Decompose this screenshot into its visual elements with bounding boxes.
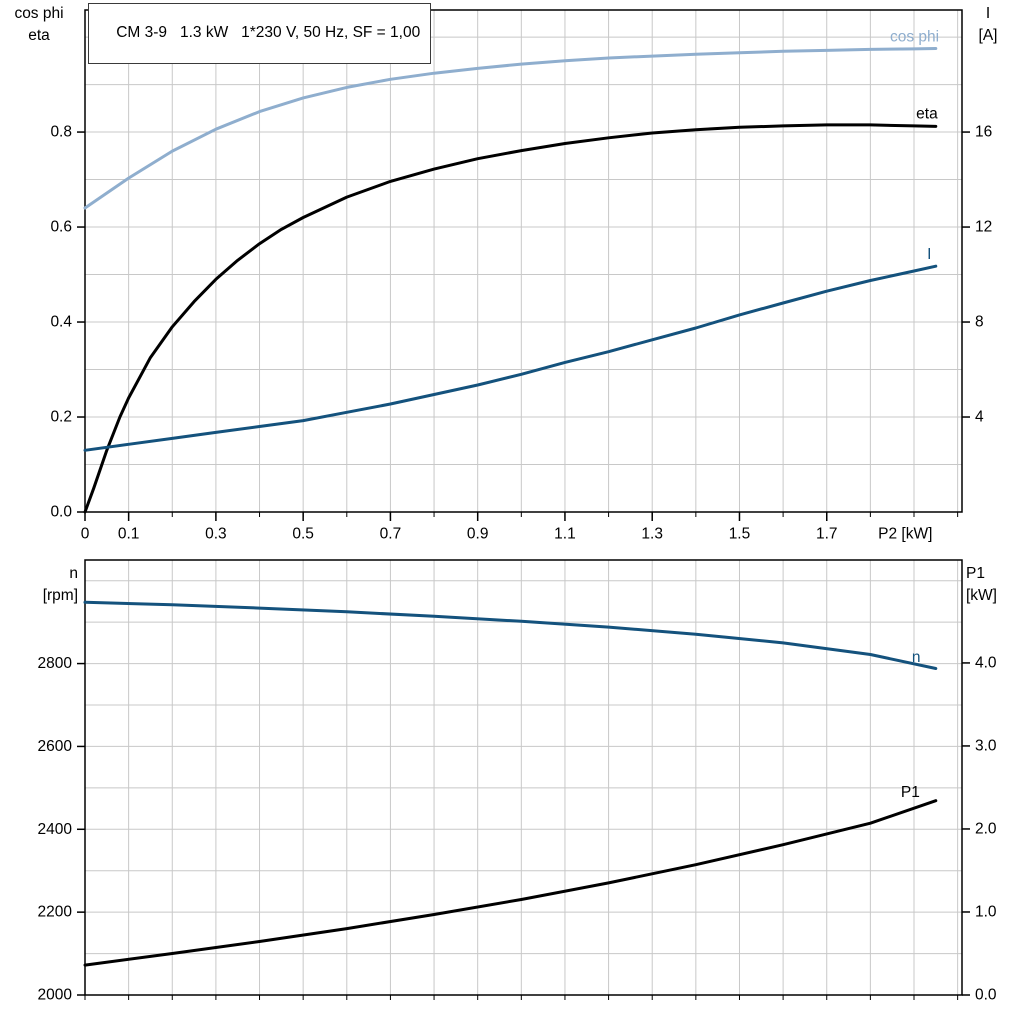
curve-eta (83, 123, 938, 514)
left-axis-tick-label: 0.4 (50, 314, 72, 331)
right-axis-tick-label: 4.0 (975, 654, 997, 671)
left-axis-tick-label: 0.6 (50, 219, 72, 236)
right-axis-title-line-2: [kW] (966, 587, 997, 604)
curve-label-p1: P1 (901, 784, 920, 801)
curve-i (83, 264, 938, 452)
x-axis-tick-label: 0.9 (467, 526, 489, 543)
right-axis-tick-label: 3.0 (975, 737, 997, 754)
right-axis-tick-label: 8 (975, 314, 984, 331)
x-axis-tick-label: 1.7 (816, 526, 838, 543)
top-chart-right-axis-title: I [A] (964, 3, 1012, 47)
left-axis-title-line-1: n (69, 565, 78, 582)
right-axis-title-line-1: I (985, 5, 991, 22)
left-axis-tick-label: 0.8 (50, 124, 72, 141)
right-axis-tick-label: 16 (975, 124, 992, 141)
plot-border (84, 559, 963, 996)
x-axis-tick-label: 1.5 (729, 526, 751, 543)
left-axis-tick-label: 2800 (38, 655, 73, 672)
right-axis-tick-label: 2.0 (975, 820, 997, 837)
x-axis-tick-label: 1.1 (554, 526, 576, 543)
bottom-chart-right-axis-title: P1 [kW] (966, 563, 1024, 607)
left-axis-title-line-2: [rpm] (42, 587, 78, 604)
right-axis-tick-label: 12 (975, 219, 992, 236)
curve-label-n: n (912, 649, 921, 666)
right-axis-title-line-1: P1 (966, 565, 985, 582)
x-axis-tick-label: 0.5 (292, 526, 314, 543)
bottom-chart-left-axis-title: n [rpm] (2, 563, 78, 607)
right-axis-tick-label: 4 (975, 409, 984, 426)
curve-label-cos-phi: cos phi (890, 29, 939, 46)
x-axis-tick-label: 0.7 (380, 526, 402, 543)
left-axis-tick-label: 2200 (38, 904, 73, 921)
x-axis-tick-label: 1.3 (641, 526, 663, 543)
x-axis-title: P2 [kW] (878, 526, 932, 543)
right-axis-tick-label: 1.0 (975, 903, 997, 920)
curve-cos-phi (83, 47, 938, 210)
left-axis-tick-label: 2000 (38, 987, 73, 1004)
curve-n (83, 600, 938, 670)
left-axis-tick-label: 2400 (38, 821, 73, 838)
plot-border (84, 9, 963, 513)
x-axis-tick-label: 0 (81, 526, 90, 543)
curve-p1 (83, 799, 938, 967)
chart-title: CM 3-9 1.3 kW 1*230 V, 50 Hz, SF = 1,00 (116, 24, 421, 41)
curve-label-eta: eta (916, 106, 938, 123)
right-axis-title-line-2: [A] (978, 27, 998, 44)
top-chart-left-axis-title: cos phi eta (6, 3, 72, 47)
left-axis-tick-label: 0.2 (50, 409, 72, 426)
left-axis-title-line-1: cos phi (14, 5, 64, 22)
right-axis-tick-label: 0.0 (975, 987, 997, 1004)
x-axis-tick-label: 0.3 (205, 526, 227, 543)
left-axis-tick-label: 0.0 (50, 504, 72, 521)
curve-label-i: I (927, 246, 931, 263)
x-axis-tick-label: 0.1 (118, 526, 140, 543)
chart-title-box: CM 3-9 1.3 kW 1*230 V, 50 Hz, SF = 1,00 (88, 3, 432, 64)
left-axis-title-line-2: eta (28, 27, 50, 44)
left-axis-tick-label: 2600 (38, 738, 73, 755)
